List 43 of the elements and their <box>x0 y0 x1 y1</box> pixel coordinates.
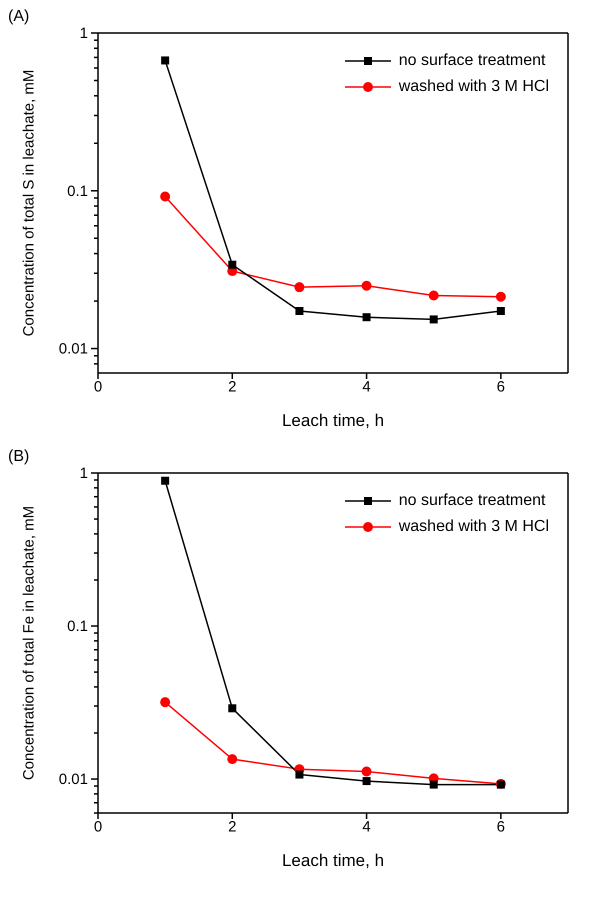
point <box>362 313 371 322</box>
legend-label: no surface treatment <box>398 491 546 511</box>
x-tick-label: 2 <box>228 818 236 836</box>
point <box>228 704 236 712</box>
y-tick-label: 0.1 <box>67 182 88 200</box>
point <box>161 56 170 64</box>
point <box>496 292 506 302</box>
y-axis-title: Concentration of total S in leachate, mM <box>20 70 38 336</box>
point <box>362 280 372 291</box>
point <box>428 290 439 300</box>
point <box>228 260 236 269</box>
x-axis-title: Leach time, h <box>282 851 384 870</box>
y-tick-label: 1 <box>80 25 88 42</box>
y-tick-label: 0.1 <box>67 618 88 636</box>
x-tick-label: 6 <box>496 818 506 836</box>
point <box>294 282 304 292</box>
y-axis-title: Concentration of total Fe in leachate, mM <box>20 506 38 780</box>
legend-label: washed with 3 M HCl <box>398 517 549 537</box>
y-tick-label: 0.01 <box>58 771 88 788</box>
point <box>362 766 372 777</box>
point <box>160 191 170 202</box>
chart-title: (A) <box>8 8 30 26</box>
x-axis-title: Leach time, h <box>282 411 384 430</box>
x-tick-label: 0 <box>94 378 102 396</box>
legend-label: no surface treatment <box>398 51 546 71</box>
y-tick-label: 0.01 <box>58 340 88 358</box>
point <box>160 697 170 708</box>
x-tick-label: 4 <box>362 378 371 396</box>
legend-label: washed with 3 M HCl <box>398 77 549 97</box>
x-tick-label: 6 <box>496 378 506 396</box>
point <box>295 770 304 779</box>
point <box>430 780 438 789</box>
point <box>362 777 371 786</box>
point <box>496 307 505 315</box>
x-tick-label: 2 <box>228 378 236 396</box>
point <box>161 476 170 485</box>
point <box>430 315 438 324</box>
y-tick-label: 1 <box>80 465 88 482</box>
chart-title: (B) <box>8 448 30 466</box>
point <box>227 754 238 764</box>
point <box>295 307 304 315</box>
x-tick-label: 0 <box>94 818 102 836</box>
x-tick-label: 4 <box>362 818 371 836</box>
